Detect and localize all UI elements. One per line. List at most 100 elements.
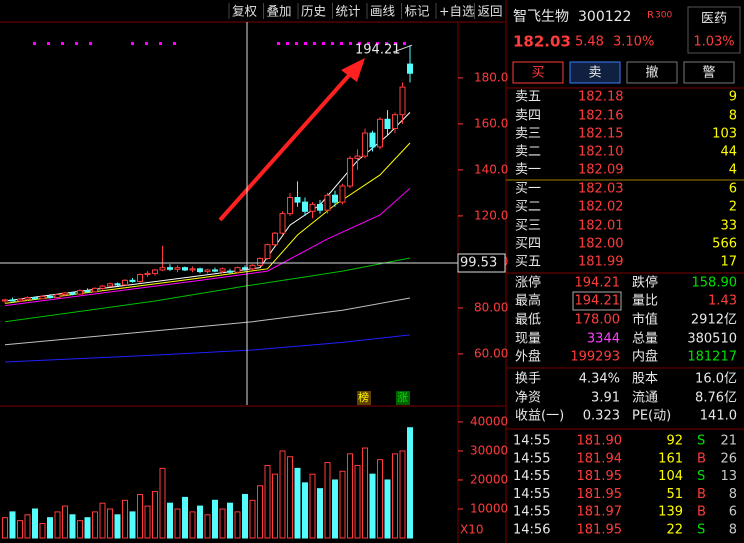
high-pointer	[392, 44, 413, 53]
toolbar-button[interactable]: 返回	[478, 4, 503, 19]
book-price: 182.00	[578, 237, 624, 252]
sector-box[interactable]	[687, 6, 741, 54]
candle-body	[84, 290, 91, 293]
volume-bar	[32, 508, 38, 539]
tick-price: 181.95	[577, 523, 623, 538]
trade-button[interactable]	[569, 61, 621, 84]
sector[interactable]: 医药	[701, 12, 727, 27]
volume-bar	[159, 467, 166, 539]
volume-bar	[377, 459, 383, 539]
volume-bar	[114, 514, 121, 539]
volume-bar	[242, 493, 248, 539]
event-marker	[357, 391, 371, 405]
volume-bar	[39, 522, 46, 539]
y-tick-label: 60.00	[474, 346, 508, 360]
candle-body	[317, 203, 323, 211]
event-marker-label[interactable]: 榜	[358, 390, 369, 404]
tick-side: S	[697, 434, 705, 449]
volume-bar	[399, 450, 406, 539]
toolbar-button[interactable]: 复权	[232, 4, 258, 19]
toolbar-button[interactable]: +自选	[439, 4, 475, 19]
trade-button[interactable]	[683, 61, 735, 84]
toolbar-button[interactable]: 画线	[370, 4, 396, 19]
book-price: 182.09	[578, 163, 624, 178]
y-tick-label: 80.00	[474, 300, 508, 314]
stat-value: 380510	[687, 332, 737, 347]
candle-body	[114, 283, 121, 286]
tick-volume: 92	[666, 434, 683, 449]
volume-bar	[24, 514, 31, 539]
candle-body	[407, 63, 413, 74]
candle-body	[219, 268, 226, 272]
stat-label: 市值	[632, 312, 658, 328]
volume-bar	[62, 505, 68, 539]
tick-price: 181.90	[577, 434, 623, 449]
volume-bar	[2, 517, 8, 539]
signal-dot	[304, 42, 307, 45]
fund-label: 收益(一)	[515, 409, 564, 424]
volume-bar	[309, 473, 316, 539]
trade-button-label[interactable]: 警	[702, 65, 715, 81]
volume-bar	[144, 505, 151, 539]
book-qty: 33	[720, 219, 737, 234]
trade-button-label[interactable]: 买	[531, 66, 544, 81]
volume-bar	[219, 508, 226, 539]
tick-count: 6	[729, 505, 737, 520]
fund-label: 换手	[515, 372, 541, 387]
volume-bar	[407, 427, 413, 539]
stat-label: 总量	[632, 332, 658, 347]
stat-label: 外盘	[515, 349, 541, 365]
book-qty: 44	[720, 145, 737, 160]
candle-body	[369, 132, 376, 148]
stat-label: 现量	[515, 332, 541, 347]
candle-body	[287, 197, 293, 215]
toolbar-button[interactable]: 统计	[336, 4, 361, 19]
book-label: 卖三	[515, 127, 541, 142]
candle-body	[324, 194, 331, 211]
tick-price: 181.95	[577, 487, 623, 502]
candle-body	[339, 185, 346, 203]
book-qty: 566	[712, 237, 737, 252]
tick-volume: 161	[658, 451, 683, 466]
signal-dot	[340, 42, 343, 45]
book-price: 182.01	[578, 219, 624, 234]
tick-price: 181.97	[577, 505, 623, 520]
trade-button-label[interactable]: 卖	[588, 66, 601, 81]
candle-body	[122, 279, 128, 286]
candle-body	[47, 295, 53, 299]
candle-body	[24, 297, 31, 300]
candle-body	[377, 118, 383, 148]
stat-value: 181217	[687, 350, 737, 365]
book-price: 182.02	[578, 200, 624, 215]
high-label: 194.21	[355, 43, 401, 58]
stat-value: 1.43	[708, 294, 737, 309]
tick-time: 14:55	[513, 487, 550, 502]
volume-bar	[354, 464, 361, 539]
signal-dot	[145, 42, 148, 45]
trade-button-label[interactable]: 撤	[645, 65, 658, 81]
event-marker-label[interactable]: 涨	[397, 391, 408, 404]
fund-label: 流通	[632, 391, 658, 406]
signal-dot	[349, 42, 352, 45]
tick-side: B	[697, 505, 706, 520]
tick-side: S	[697, 469, 705, 484]
stat-label: 内盘	[632, 349, 658, 365]
toolbar-button[interactable]: 历史	[301, 4, 327, 19]
volume-bar	[324, 462, 331, 539]
book-label: 买一	[515, 182, 541, 197]
book-label: 买二	[515, 200, 541, 215]
y-tick-label: 160.0	[474, 116, 508, 130]
toolbar-button[interactable]: 叠加	[267, 4, 292, 19]
candle-body	[332, 194, 338, 203]
candle-body	[39, 295, 46, 300]
toolbar-button[interactable]: 标记	[405, 4, 431, 19]
stat-label: 跌停	[632, 275, 658, 291]
y-tick-label: 180.0	[474, 70, 508, 84]
tick-price: 181.94	[577, 451, 623, 466]
candle-body	[62, 292, 68, 296]
moving-average	[4, 297, 411, 346]
trade-button[interactable]	[626, 61, 678, 84]
candle-body	[279, 213, 286, 234]
trade-button[interactable]	[512, 61, 564, 84]
